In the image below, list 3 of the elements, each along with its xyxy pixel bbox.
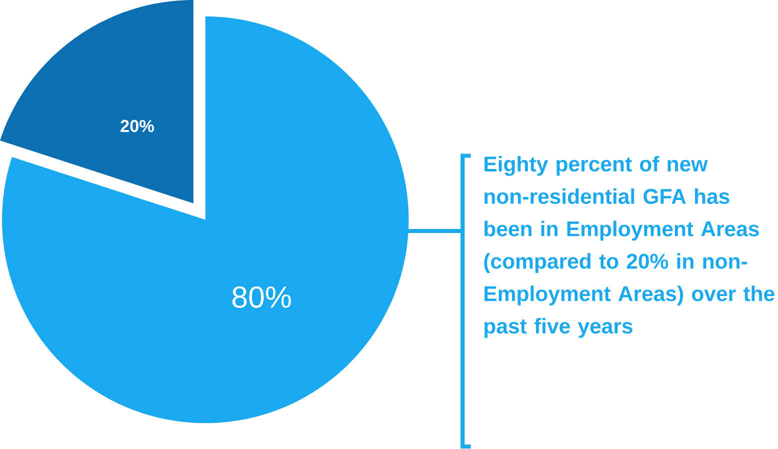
data-label: 80%	[232, 286, 291, 308]
data-label: 20%	[120, 120, 154, 132]
text: Eighty percent of new non-residential GFA has been in Employment Areas (compared to 20% in non-Employment Areas) over the past five years	[484, 156, 774, 338]
